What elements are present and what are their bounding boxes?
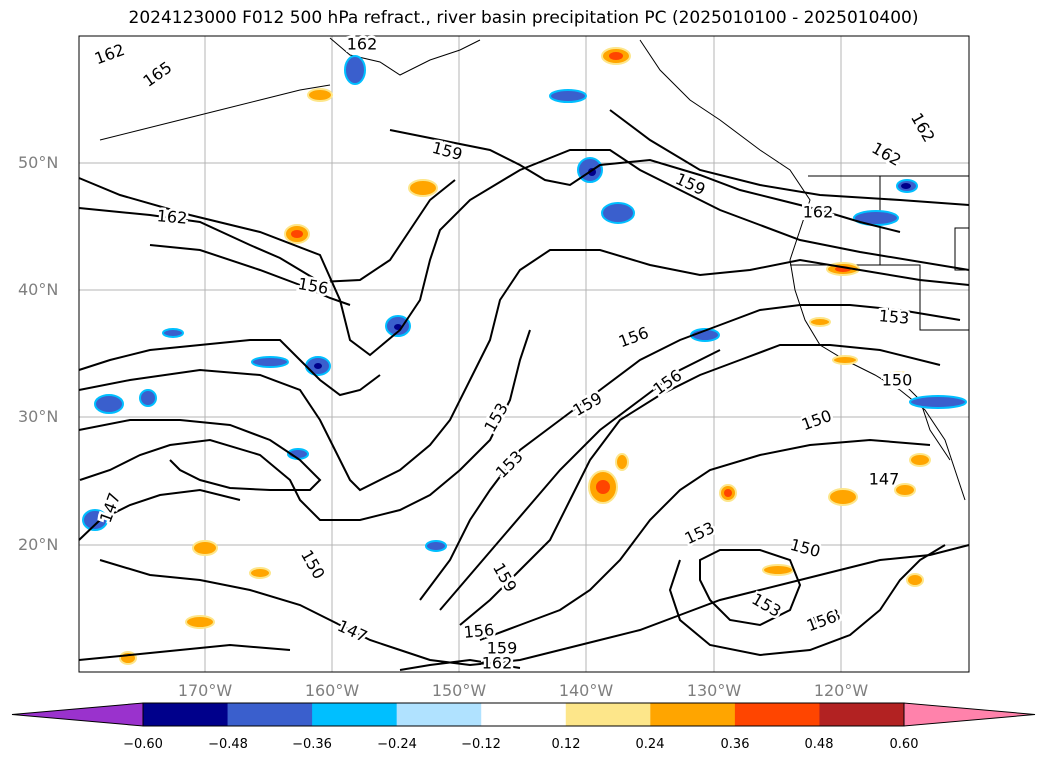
contour-label-halo: 162 [347, 35, 378, 54]
contour-label-halo: 159 [487, 639, 518, 658]
contour-label: 159 [487, 639, 518, 658]
lon-label-120w: 120°W [813, 681, 869, 700]
lon-label-160w: 160°W [304, 681, 360, 700]
contour-label: 162 [482, 654, 513, 673]
colorbar-tick: −0.36 [292, 737, 332, 752]
colorbar-tick: 0.60 [889, 737, 919, 752]
coastlines [99, 37, 970, 501]
contour-label-halo: 150 [884, 372, 915, 391]
lon-label-150w: 150°W [431, 681, 487, 700]
colorbar-segment [819, 703, 905, 726]
graticule [79, 36, 969, 672]
contour-label-halo: 162 [482, 654, 513, 673]
contour-label: 156 [463, 620, 495, 642]
contour-label-halo: 147 [869, 470, 900, 489]
lon-label-130w: 130°W [686, 681, 742, 700]
colorbar-tick: −0.60 [123, 737, 163, 752]
map-border [78, 35, 970, 673]
colorbar-segment [312, 703, 398, 726]
map-title: 2024123000 F012 500 hPa refract., river … [128, 8, 919, 28]
colorbar-segment [481, 703, 567, 726]
lon-label-140w: 140°W [558, 681, 614, 700]
colorbar-extend-max [903, 702, 1036, 727]
lat-label-30n: 30°N [18, 407, 59, 426]
lat-label-40n: 40°N [18, 280, 59, 299]
colorbar-tick: −0.48 [208, 737, 248, 752]
colorbar-tick: 0.36 [720, 737, 750, 752]
contour-label: 153 [878, 306, 910, 328]
colorbar-tick: 0.12 [551, 737, 581, 752]
colorbar-frame [142, 702, 905, 727]
colorbar-segment [734, 703, 820, 726]
colorbar-segment [143, 703, 229, 726]
precip-shading [82, 47, 967, 665]
contour-label-halo: 162 [803, 203, 834, 222]
contour-label: 150 [884, 372, 915, 391]
contour-label: 150 [882, 371, 913, 390]
contour-label: 162 [803, 203, 834, 222]
contour-label-halo: 150 [882, 371, 913, 390]
colorbar-segment [565, 703, 651, 726]
colorbar-segment [396, 703, 482, 726]
refractivity-contours [78, 109, 970, 671]
colorbar-segment [650, 703, 736, 726]
contour-label-halo: 162 [156, 206, 188, 228]
lat-label-20n: 20°N [18, 535, 59, 554]
lon-label-170w: 170°W [177, 681, 233, 700]
contour-label: 162 [156, 206, 188, 228]
colorbar-segment [227, 703, 313, 726]
contour-label: 162 [347, 35, 378, 54]
colorbar-tick: 0.48 [804, 737, 834, 752]
colorbar-tick: −0.12 [461, 737, 501, 752]
lat-label-50n: 50°N [18, 153, 59, 172]
contour-label: 147 [869, 470, 900, 489]
colorbar-extend-min [11, 702, 144, 727]
colorbar-tick: 0.24 [635, 737, 665, 752]
colorbar-tick: −0.24 [377, 737, 417, 752]
